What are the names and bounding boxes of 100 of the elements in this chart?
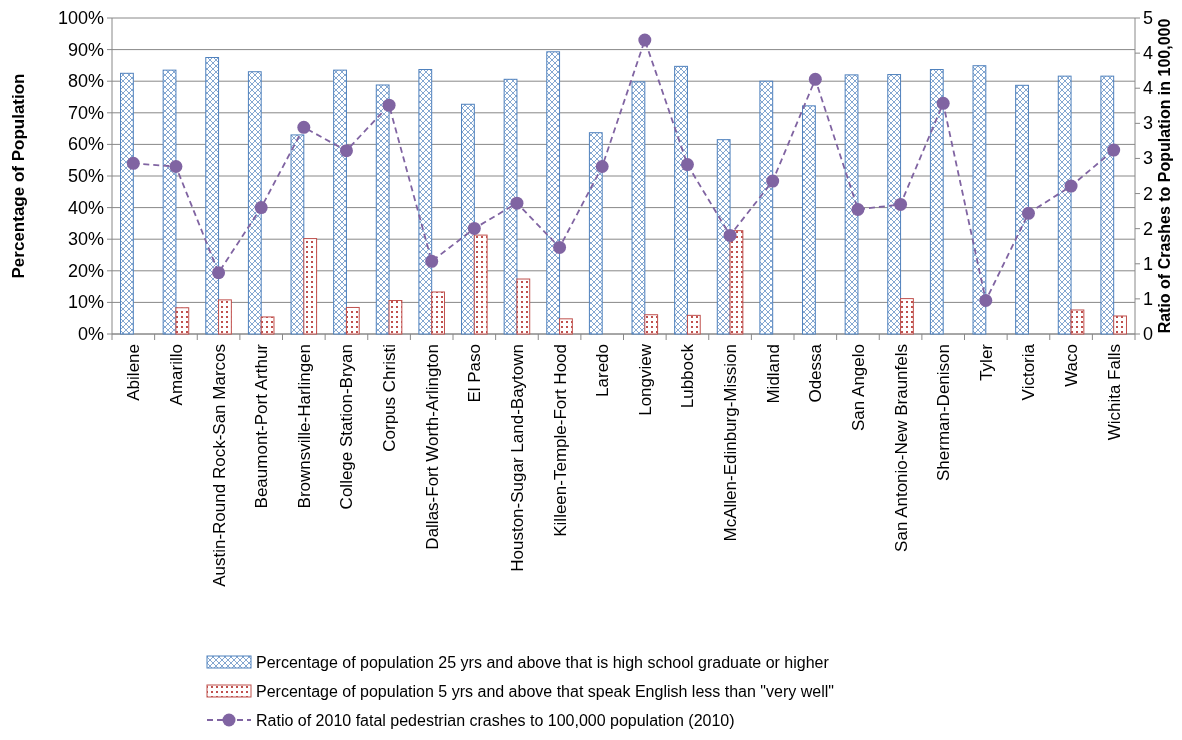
legend-label: Ratio of 2010 fatal pedestrian crashes to 100,000 population (2010) bbox=[256, 712, 735, 729]
y-tick-label: 90% bbox=[67, 39, 104, 60]
bar bbox=[559, 318, 573, 335]
y2-tick-label: 3 bbox=[1143, 148, 1154, 169]
x-tick-label: Austin-Round Rock-San Marcos bbox=[209, 344, 229, 587]
bar bbox=[375, 84, 390, 335]
bar bbox=[972, 65, 987, 335]
x-tick-label: Abilene bbox=[124, 344, 144, 401]
bar bbox=[674, 65, 688, 335]
x-tick-label: Dallas-Fort Worth-Arlington bbox=[422, 344, 442, 550]
x-tick-label: San Antonio-New Braunfels bbox=[891, 344, 911, 552]
bar bbox=[418, 69, 433, 335]
point bbox=[894, 197, 908, 211]
y2-tick-label: 2 bbox=[1143, 183, 1154, 204]
point bbox=[723, 228, 737, 242]
bar bbox=[716, 139, 731, 335]
x-tick-label: Victoria bbox=[1019, 343, 1039, 401]
x-tick-label: Beaumont-Port Arthur bbox=[252, 343, 272, 509]
x-tick-label: Amarillo bbox=[166, 344, 186, 406]
x-tick-label: Sherman-Denison bbox=[934, 344, 954, 482]
y-tick-label: 0% bbox=[77, 324, 104, 344]
y2-tick-label: 2 bbox=[1143, 218, 1154, 239]
bar bbox=[1113, 315, 1127, 335]
y-tick-label: 50% bbox=[67, 166, 104, 186]
y2-tick-label: 5 bbox=[1143, 8, 1154, 28]
point bbox=[979, 294, 993, 307]
legend-label: Percentage of population 25 yrs and above that is high school graduate or higher bbox=[256, 654, 830, 671]
bar bbox=[844, 74, 859, 335]
x-tick-label: Lubbock bbox=[678, 343, 698, 409]
point bbox=[339, 144, 353, 158]
bar bbox=[290, 134, 305, 335]
bar bbox=[929, 69, 944, 335]
point bbox=[212, 266, 226, 280]
point bbox=[169, 160, 183, 174]
bar bbox=[388, 300, 403, 335]
bar bbox=[900, 298, 914, 335]
point bbox=[1107, 143, 1121, 157]
point bbox=[638, 33, 652, 47]
bar bbox=[644, 314, 659, 335]
bar bbox=[1015, 84, 1029, 335]
bar bbox=[802, 105, 816, 335]
x-tick-label: El Paso bbox=[465, 344, 485, 403]
bar bbox=[516, 278, 531, 335]
x-tick-label: Corpus Christi bbox=[380, 344, 400, 452]
x-tick-label: Brownsville-Harlingen bbox=[294, 344, 314, 509]
bar bbox=[120, 72, 134, 335]
y-tick-label: 80% bbox=[67, 71, 104, 92]
bar bbox=[303, 238, 318, 335]
point bbox=[382, 98, 396, 112]
bar bbox=[729, 230, 744, 335]
x-tick-label: Tyler bbox=[976, 343, 996, 381]
y2-tick-label: 3 bbox=[1143, 113, 1154, 134]
point bbox=[553, 240, 567, 254]
bar bbox=[162, 69, 177, 335]
x-tick-label: Laredo bbox=[593, 344, 613, 397]
bar bbox=[205, 57, 220, 335]
y-axis-title: Percentage of Population bbox=[9, 73, 28, 279]
y-tick-label: 10% bbox=[67, 292, 104, 313]
point bbox=[254, 201, 268, 215]
x-tick-label: College Station-Bryan bbox=[337, 344, 357, 510]
x-tick-label: Waco bbox=[1062, 344, 1082, 387]
y-tick-label: 30% bbox=[67, 229, 104, 250]
point bbox=[851, 203, 865, 216]
y2-tick-label: 4 bbox=[1143, 43, 1154, 64]
point bbox=[808, 72, 822, 86]
bar bbox=[1057, 75, 1072, 335]
point bbox=[126, 156, 140, 170]
bar bbox=[588, 132, 603, 335]
point bbox=[467, 221, 481, 235]
point bbox=[766, 174, 780, 188]
x-tick-label: Longview bbox=[635, 343, 655, 416]
y-tick-label: 70% bbox=[67, 102, 104, 123]
bar bbox=[333, 69, 347, 335]
point bbox=[297, 120, 311, 134]
bar bbox=[345, 306, 360, 335]
bar bbox=[686, 314, 701, 335]
y-tick-label: 60% bbox=[67, 134, 104, 155]
point bbox=[1021, 206, 1035, 220]
bar bbox=[887, 74, 902, 335]
bar bbox=[247, 71, 262, 335]
point bbox=[680, 158, 694, 172]
bar bbox=[503, 78, 518, 335]
bar bbox=[260, 316, 275, 335]
y2-axis-title: Ratio of Crashes to Population in 100,000 bbox=[1156, 18, 1173, 334]
legend-label: Percentage of population 5 yrs and above that speak English less than "very well" bbox=[256, 683, 834, 700]
y2-tick-label: 1 bbox=[1143, 253, 1154, 274]
point bbox=[425, 254, 439, 268]
x-tick-label: Wichita Falls bbox=[1104, 344, 1124, 441]
y-tick-label: 100% bbox=[57, 8, 104, 28]
point bbox=[1064, 179, 1078, 193]
bar bbox=[1070, 309, 1085, 335]
y2-tick-label: 0 bbox=[1143, 324, 1154, 344]
point bbox=[595, 160, 609, 174]
x-tick-label: Odessa bbox=[806, 343, 826, 403]
x-tick-label: Killeen-Temple-Fort Hood bbox=[550, 344, 570, 537]
x-tick-label: San Angelo bbox=[848, 344, 868, 431]
bar bbox=[175, 307, 190, 335]
x-tick-label: Midland bbox=[763, 344, 783, 404]
y2-tick-label: 1 bbox=[1143, 288, 1154, 309]
x-tick-label: Houston-Sugar Land-Baytown bbox=[507, 344, 527, 572]
